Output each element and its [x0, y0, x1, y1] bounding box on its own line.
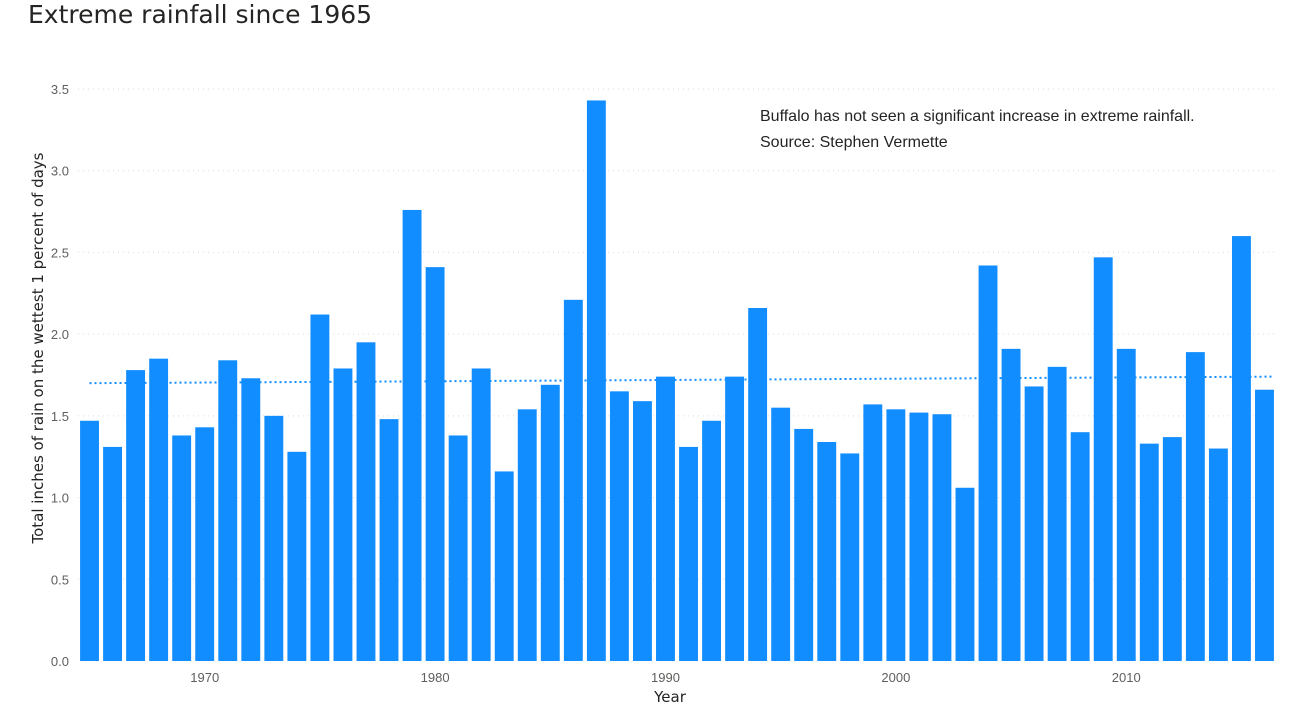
x-tick-label: 2010: [1112, 670, 1141, 685]
bar-1985: [540, 384, 560, 661]
y-tick-label: 2.0: [51, 327, 69, 342]
bar-1972: [241, 378, 261, 661]
x-tick-label: 2000: [881, 670, 910, 685]
bar-1979: [402, 209, 422, 662]
bar-1996: [794, 428, 814, 661]
bar-1982: [471, 368, 491, 661]
bar-1989: [632, 401, 652, 661]
bar-2016: [1255, 389, 1274, 661]
annotation-line-1: Buffalo has not seen a significant incre…: [760, 108, 1195, 125]
y-tick-label: 3.5: [51, 82, 69, 97]
y-tick-label: 1.0: [51, 491, 69, 506]
bar-2013: [1185, 352, 1205, 661]
bar-1976: [333, 368, 353, 661]
chart-title: Extreme rainfall since 1965: [28, 0, 373, 29]
y-tick-label: 1.5: [51, 409, 69, 424]
bar-1992: [702, 420, 722, 661]
bar-2010: [1116, 348, 1136, 661]
bar-2011: [1139, 443, 1159, 661]
bar-2014: [1208, 448, 1228, 661]
bar-2012: [1162, 437, 1182, 661]
bar-1995: [771, 407, 791, 661]
bar-1974: [287, 451, 307, 661]
bar-1999: [863, 404, 883, 661]
bar-1981: [448, 435, 468, 661]
bar-1973: [264, 415, 284, 661]
bar-1990: [656, 376, 675, 661]
bar-2005: [1001, 348, 1021, 661]
x-axis-title: Year: [653, 688, 687, 706]
bar-2004: [978, 265, 998, 661]
x-tick-label: 1970: [190, 670, 219, 685]
bar-2000: [886, 409, 906, 661]
y-tick-label: 2.5: [51, 245, 69, 260]
bar-1971: [218, 360, 238, 661]
y-tick-label: 3.0: [51, 164, 69, 179]
y-tick-label: 0.5: [51, 572, 69, 587]
bar-1978: [379, 419, 399, 661]
bar-1975: [310, 314, 330, 661]
bar-1969: [172, 435, 192, 661]
bar-1993: [725, 376, 745, 661]
x-tick-label: 1990: [651, 670, 680, 685]
bar-1988: [609, 391, 629, 661]
y-tick-label: 0.0: [51, 654, 69, 669]
x-axis-ticks: 1970 1980 1990 2000 2010: [190, 670, 1140, 685]
bar-1970: [195, 427, 215, 661]
bar-2006: [1024, 386, 1044, 661]
bar-1968: [149, 358, 169, 661]
bar-2009: [1093, 257, 1113, 661]
y-axis-ticks: 0.0 0.5 1.0 1.5 2.0 2.5 3.0 3.5: [51, 82, 69, 669]
x-tick-label: 1980: [421, 670, 450, 685]
bar-1986: [563, 299, 583, 661]
bar-1965: [80, 420, 99, 661]
bar-2002: [932, 414, 952, 661]
bar-1998: [840, 453, 860, 661]
annotation-line-2: Source: Stephen Vermette: [760, 134, 948, 151]
bar-1977: [356, 342, 376, 661]
bar-2015: [1231, 236, 1251, 662]
bar-1984: [517, 409, 537, 661]
bar-1980: [425, 267, 445, 661]
bar-1991: [679, 446, 698, 661]
bar-1966: [103, 446, 123, 661]
bar-1994: [748, 307, 768, 661]
bars-group: [80, 100, 1274, 662]
bar-2003: [955, 487, 975, 661]
bar-2008: [1070, 432, 1090, 661]
bar-1967: [126, 370, 146, 661]
y-axis-title: Total inches of rain on the wettest 1 pe…: [29, 152, 47, 544]
bar-1983: [494, 471, 514, 661]
bar-2007: [1047, 366, 1067, 661]
bar-1997: [817, 442, 837, 661]
annotation: Buffalo has not seen a significant incre…: [760, 108, 1195, 151]
bar-2001: [909, 412, 929, 661]
